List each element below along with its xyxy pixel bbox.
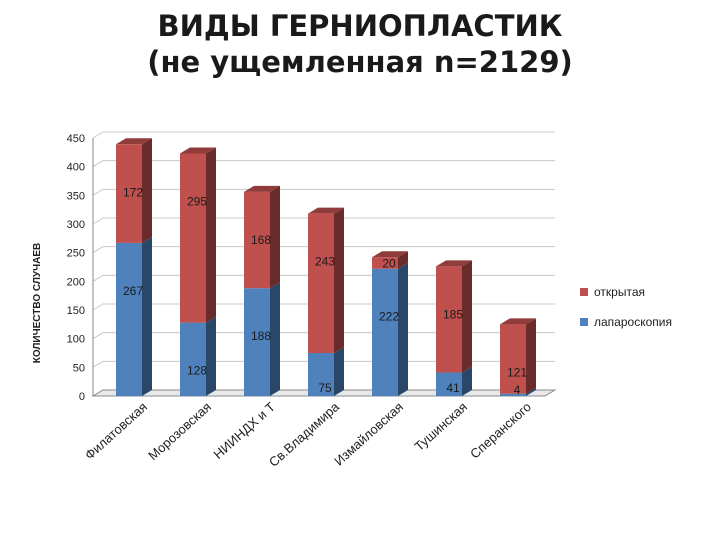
data-label: 172	[123, 185, 143, 199]
x-category-label: Сперанского	[467, 399, 534, 461]
y-tick-label: 100	[67, 334, 85, 346]
bar-laparoscopy	[180, 322, 206, 396]
bar-top	[180, 147, 216, 154]
bar-side-open	[398, 251, 408, 269]
bar-open	[116, 144, 142, 243]
chart-title-main: ВИДЫ ГЕРНИОПЛАСТИК	[157, 9, 563, 43]
gridline	[92, 131, 555, 139]
legend-label-laparoscopy: лапароскопия	[594, 315, 672, 329]
data-label: 222	[379, 310, 399, 324]
bar-laparoscopy	[436, 372, 462, 396]
legend-swatch-open	[580, 288, 588, 296]
bar-side-laparoscopy	[334, 347, 344, 396]
bar-open	[308, 213, 334, 353]
bar-open	[180, 153, 206, 323]
gridline	[92, 188, 555, 196]
data-label: 243	[315, 255, 335, 269]
legend: открытая лапароскопия	[580, 284, 672, 344]
bar-open	[436, 266, 462, 373]
bar-side-open	[526, 318, 536, 394]
data-label: 75	[318, 381, 332, 395]
x-category-label: НИИНДХ и Т	[210, 399, 278, 462]
y-tick-label: 350	[67, 190, 85, 202]
bar-top	[308, 207, 344, 214]
bar-layer	[116, 138, 536, 396]
bar-open	[500, 324, 526, 394]
bar-side-open	[270, 185, 280, 289]
bar-side-open	[142, 138, 152, 243]
y-axis-label: КОЛИЧЕСТВО СЛУЧАЕВ	[32, 243, 43, 364]
legend-label-open: открытая	[594, 285, 645, 299]
bar-top	[116, 138, 152, 145]
bar-side-open	[462, 260, 472, 373]
bar-side-laparoscopy	[462, 366, 472, 396]
bar-top	[372, 251, 408, 258]
y-tick-label: 300	[67, 219, 85, 231]
bar-top	[244, 185, 280, 192]
bar-side-open	[206, 147, 216, 323]
bar-side-laparoscopy	[206, 316, 216, 396]
data-label: 185	[443, 307, 463, 321]
x-category-label: Морозовская	[145, 399, 214, 463]
y-tick-label: 0	[79, 391, 85, 403]
bar-top	[500, 318, 536, 325]
bar-top	[436, 260, 472, 267]
x-category-label: Измайловская	[331, 399, 406, 468]
gridline	[92, 246, 555, 254]
bar-laparoscopy	[244, 288, 270, 396]
bar-laparoscopy	[372, 268, 398, 396]
legend-swatch-laparoscopy	[580, 318, 588, 326]
legend-item-laparoscopy: лапароскопия	[580, 314, 672, 330]
chart-subtitle: (не ущемленная n=2129)	[147, 45, 573, 79]
data-label: 121	[507, 365, 527, 379]
y-tick-label: 150	[67, 305, 85, 317]
y-tick-label: 50	[73, 362, 85, 374]
y-tick-label: 400	[67, 162, 85, 174]
bar-side-open	[334, 207, 344, 353]
bar-side-laparoscopy	[398, 262, 408, 396]
data-label: 188	[251, 329, 271, 343]
gridline	[92, 217, 555, 225]
bar-side-laparoscopy	[270, 282, 280, 396]
data-label: 295	[187, 194, 207, 208]
legend-item-open: открытая	[580, 284, 672, 300]
data-label: 267	[123, 284, 143, 298]
gridline	[92, 160, 555, 168]
x-category-label: Филатовская	[82, 399, 150, 462]
bar-laparoscopy	[308, 353, 334, 396]
x-category-label: Св.Владимира	[266, 399, 343, 470]
x-category-label: Тушинская	[411, 399, 470, 454]
bar-laparoscopy	[116, 242, 142, 396]
chart-title: ВИДЫ ГЕРНИОПЛАСТИК (не ущемленная n=2129…	[0, 8, 720, 80]
y-tick-label: 200	[67, 276, 85, 288]
bar-open	[372, 257, 398, 269]
bar-laparoscopy	[500, 393, 526, 396]
data-label: 4	[514, 383, 521, 397]
bar-side-laparoscopy	[526, 387, 536, 396]
data-label: 41	[446, 381, 460, 395]
data-label: 20	[382, 256, 396, 270]
bar-open	[244, 191, 270, 289]
bar-side-laparoscopy	[142, 236, 152, 396]
y-tick-label: 250	[67, 248, 85, 260]
y-tick-label: 450	[67, 133, 85, 145]
data-label: 168	[251, 233, 271, 247]
data-label: 128	[187, 364, 207, 378]
